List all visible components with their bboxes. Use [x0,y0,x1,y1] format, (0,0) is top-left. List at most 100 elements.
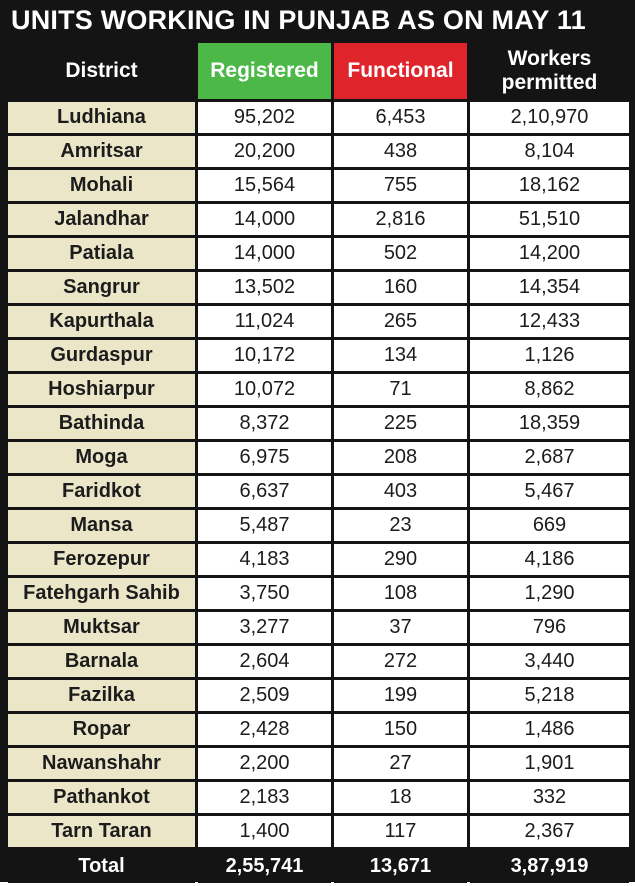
header-district: District [8,43,195,99]
district-cell: Jalandhar [8,204,195,235]
district-cell: Ferozepur [8,544,195,575]
district-cell: Muktsar [8,612,195,643]
registered-cell: 2,428 [198,714,331,745]
district-cell: Moga [8,442,195,473]
functional-cell: 272 [334,646,467,677]
functional-cell: 71 [334,374,467,405]
district-cell: Patiala [8,238,195,269]
registered-cell: 11,024 [198,306,331,337]
table-row: Jalandhar 14,000 2,816 51,510 [8,204,629,235]
functional-cell: 23 [334,510,467,541]
table-row: Amritsar 20,200 438 8,104 [8,136,629,167]
workers-cell: 51,510 [470,204,629,235]
workers-cell: 2,687 [470,442,629,473]
registered-cell: 3,750 [198,578,331,609]
functional-cell: 27 [334,748,467,779]
header-row: District Registered Functional Workers p… [8,43,629,99]
total-workers: 3,87,919 [470,850,629,883]
registered-cell: 10,072 [198,374,331,405]
functional-cell: 108 [334,578,467,609]
table-row: Fatehgarh Sahib 3,750 108 1,290 [8,578,629,609]
district-cell: Fatehgarh Sahib [8,578,195,609]
functional-cell: 150 [334,714,467,745]
header-registered: Registered [198,43,331,99]
total-row: Total 2,55,741 13,671 3,87,919 [8,850,629,883]
table-body: Ludhiana 95,202 6,453 2,10,970 Amritsar 20,20… [8,102,629,847]
table-row: Moga 6,975 208 2,687 [8,442,629,473]
district-cell: Barnala [8,646,195,677]
workers-cell: 2,10,970 [470,102,629,133]
functional-cell: 225 [334,408,467,439]
table-row: Ferozepur 4,183 290 4,186 [8,544,629,575]
district-cell: Fazilka [8,680,195,711]
registered-cell: 8,372 [198,408,331,439]
total-registered: 2,55,741 [198,850,331,883]
registered-cell: 10,172 [198,340,331,371]
registered-cell: 4,183 [198,544,331,575]
workers-cell: 14,200 [470,238,629,269]
table-row: Pathankot 2,183 18 332 [8,782,629,813]
functional-cell: 290 [334,544,467,575]
district-cell: Mansa [8,510,195,541]
table-row: Patiala 14,000 502 14,200 [8,238,629,269]
district-cell: Tarn Taran [8,816,195,847]
header-functional: Functional [334,43,467,99]
workers-cell: 14,354 [470,272,629,303]
district-cell: Pathankot [8,782,195,813]
registered-cell: 14,000 [198,238,331,269]
table-footer: Total 2,55,741 13,671 3,87,919 [8,850,629,883]
registered-cell: 20,200 [198,136,331,167]
header-workers-line2: permitted [501,71,598,94]
header-workers-permitted: Workers permitted [470,43,629,99]
registered-cell: 2,183 [198,782,331,813]
table-title: UNITS WORKING IN PUNJAB AS ON MAY 11 [11,5,586,35]
district-cell: Kapurthala [8,306,195,337]
table-row: Fazilka 2,509 199 5,218 [8,680,629,711]
table-row: Mansa 5,487 23 669 [8,510,629,541]
workers-cell: 796 [470,612,629,643]
workers-cell: 1,126 [470,340,629,371]
functional-cell: 265 [334,306,467,337]
workers-cell: 5,467 [470,476,629,507]
workers-cell: 2,367 [470,816,629,847]
header-workers-line1: Workers [507,47,592,70]
functional-cell: 502 [334,238,467,269]
functional-cell: 2,816 [334,204,467,235]
functional-cell: 199 [334,680,467,711]
table-row: Faridkot 6,637 403 5,467 [8,476,629,507]
table-row: Muktsar 3,277 37 796 [8,612,629,643]
table-row: Gurdaspur 10,172 134 1,126 [8,340,629,371]
functional-cell: 208 [334,442,467,473]
workers-cell: 332 [470,782,629,813]
total-label: Total [8,850,195,883]
district-cell: Mohali [8,170,195,201]
district-cell: Amritsar [8,136,195,167]
functional-cell: 403 [334,476,467,507]
registered-cell: 95,202 [198,102,331,133]
table-row: Sangrur 13,502 160 14,354 [8,272,629,303]
workers-cell: 18,359 [470,408,629,439]
table-header: District Registered Functional Workers p… [8,43,629,99]
district-cell: Ludhiana [8,102,195,133]
registered-cell: 14,000 [198,204,331,235]
workers-cell: 3,440 [470,646,629,677]
table-row: Hoshiarpur 10,072 71 8,862 [8,374,629,405]
district-cell: Bathinda [8,408,195,439]
workers-cell: 8,104 [470,136,629,167]
total-functional: 13,671 [334,850,467,883]
table-row: Ropar 2,428 150 1,486 [8,714,629,745]
functional-cell: 6,453 [334,102,467,133]
workers-cell: 12,433 [470,306,629,337]
district-cell: Gurdaspur [8,340,195,371]
workers-cell: 1,901 [470,748,629,779]
table-row: Nawanshahr 2,200 27 1,901 [8,748,629,779]
workers-cell: 669 [470,510,629,541]
registered-cell: 2,604 [198,646,331,677]
workers-cell: 8,862 [470,374,629,405]
registered-cell: 13,502 [198,272,331,303]
functional-cell: 160 [334,272,467,303]
functional-cell: 438 [334,136,467,167]
registered-cell: 6,975 [198,442,331,473]
district-cell: Faridkot [8,476,195,507]
workers-cell: 1,486 [470,714,629,745]
